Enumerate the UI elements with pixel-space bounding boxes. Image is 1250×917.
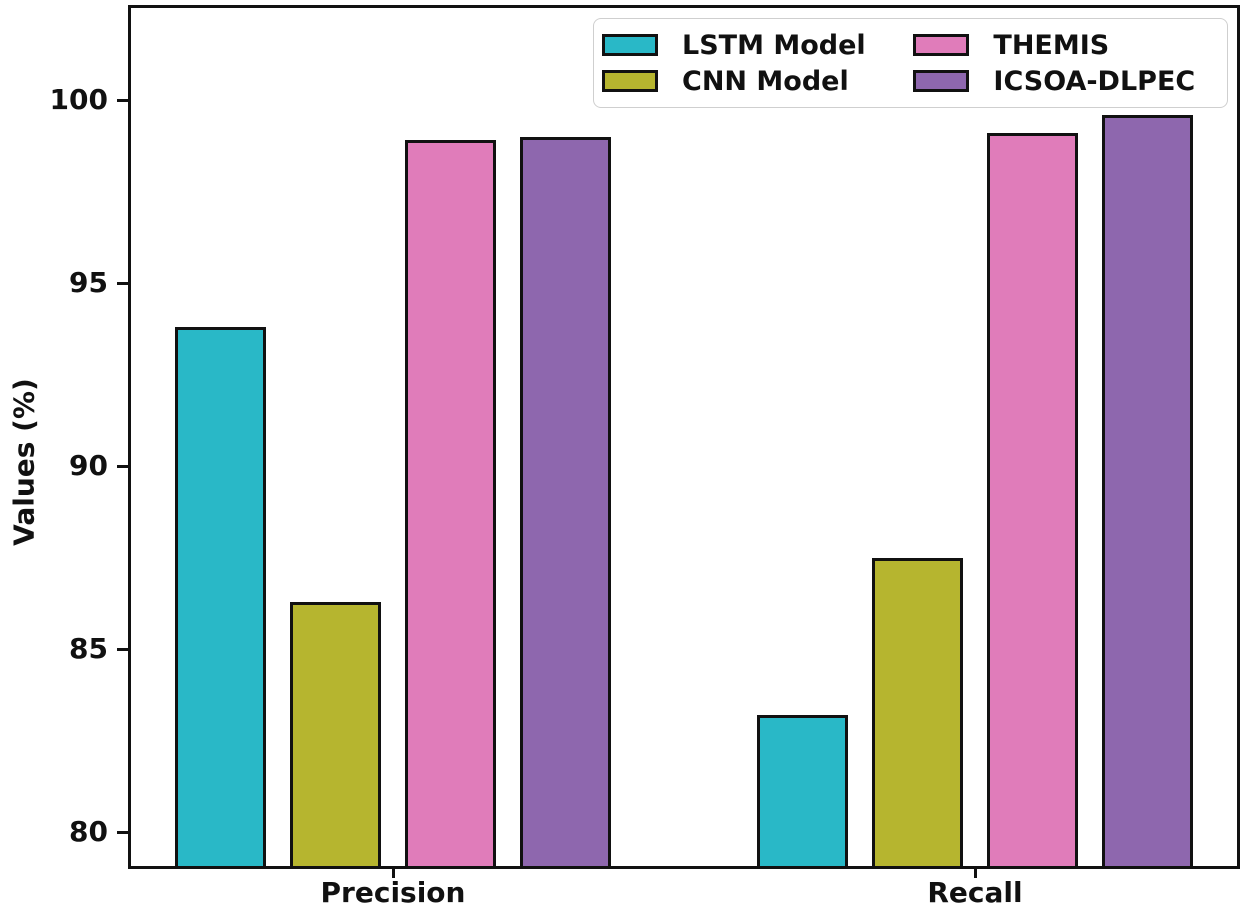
legend-label: ICSOA-DLPEC	[993, 65, 1196, 97]
bar-lstm-model-precision	[175, 327, 266, 869]
legend-item-icsoa-dlpec: ICSOA-DLPEC	[913, 66, 1215, 97]
legend-label: THEMIS	[993, 29, 1110, 61]
x-tick-label-recall: Recall	[927, 876, 1023, 909]
y-tick-label: 85	[69, 632, 108, 666]
bar-icsoa-dlpec-recall	[1102, 114, 1193, 869]
legend-item-cnn-model: CNN Model	[602, 66, 885, 97]
legend-label: LSTM Model	[682, 29, 866, 61]
y-axis-label: Values (%)	[7, 378, 41, 546]
y-tick-label: 95	[69, 266, 108, 300]
x-tick-label-precision: Precision	[320, 876, 466, 909]
y-tick-mark	[117, 98, 128, 102]
bar-icsoa-dlpec-precision	[520, 136, 611, 869]
y-tick-label: 80	[69, 815, 108, 849]
legend: LSTM Model CNN Model THEMIS ICSOA-DLPEC	[593, 18, 1228, 108]
bar-lstm-model-recall	[757, 715, 848, 869]
x-tick-mark	[973, 869, 977, 878]
y-tick-mark	[117, 830, 128, 834]
legend-swatch-icon	[913, 34, 970, 56]
x-tick-mark	[391, 869, 395, 878]
y-tick-label: 100	[49, 83, 108, 117]
y-tick-mark	[117, 281, 128, 285]
y-tick-label: 90	[69, 449, 108, 483]
legend-label: CNN Model	[682, 65, 849, 97]
bar-cnn-model-recall	[872, 557, 963, 869]
bar-themis-recall	[987, 133, 1078, 869]
y-tick-mark	[117, 647, 128, 651]
bar-themis-precision	[405, 140, 496, 869]
legend-item-lstm-model: LSTM Model	[602, 30, 885, 61]
bar-cnn-model-precision	[290, 601, 381, 869]
legend-swatch-icon	[913, 70, 970, 92]
y-tick-mark	[117, 464, 128, 468]
legend-swatch-icon	[602, 70, 658, 92]
legend-item-themis: THEMIS	[913, 30, 1215, 61]
legend-swatch-icon	[602, 34, 658, 56]
